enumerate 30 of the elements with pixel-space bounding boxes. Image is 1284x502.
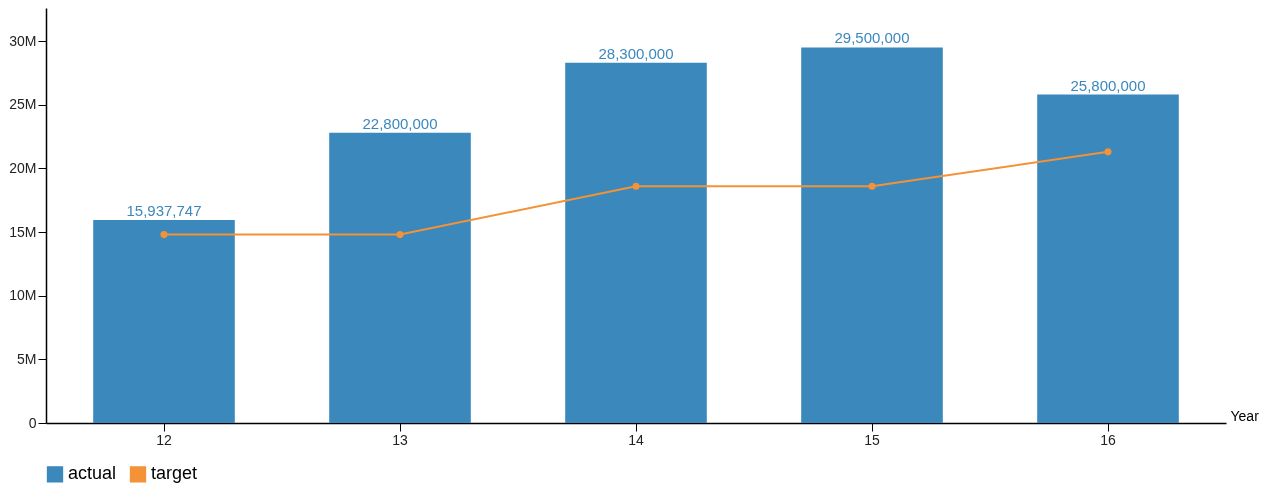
y-tick-label: 15M [9,223,37,240]
legend-label: target [151,463,198,484]
y-tick-label: 5M [17,350,37,367]
point [160,231,168,239]
data-label: 29,500,000 [834,29,910,47]
data-label: 22,800,000 [362,114,438,132]
x-tick-label: 13 [392,431,408,448]
y-tick-label: 0 [28,414,37,431]
x-axis-title: Year [1230,407,1260,424]
x-tick-label: 15 [864,431,880,448]
y-tick-label: 10M [9,287,37,304]
x-tick-label: 16 [1100,431,1116,448]
bar [329,132,471,423]
y-tick-label: 30M [9,32,37,49]
legend-label: actual [68,463,117,484]
bar [1037,94,1179,423]
point [868,182,876,190]
bar [565,62,707,423]
data-label: 28,300,000 [598,44,674,62]
x-tick-label: 12 [156,431,172,448]
bar [93,220,235,423]
data-label: 25,800,000 [1070,76,1146,94]
point [1104,148,1112,156]
x-tick-label: 14 [628,431,644,448]
point [396,231,404,239]
bar [801,47,943,423]
data-label: 15,937,747 [126,202,202,220]
y-tick-label: 20M [9,159,37,176]
y-tick-label: 25M [9,96,37,113]
point [632,182,640,190]
